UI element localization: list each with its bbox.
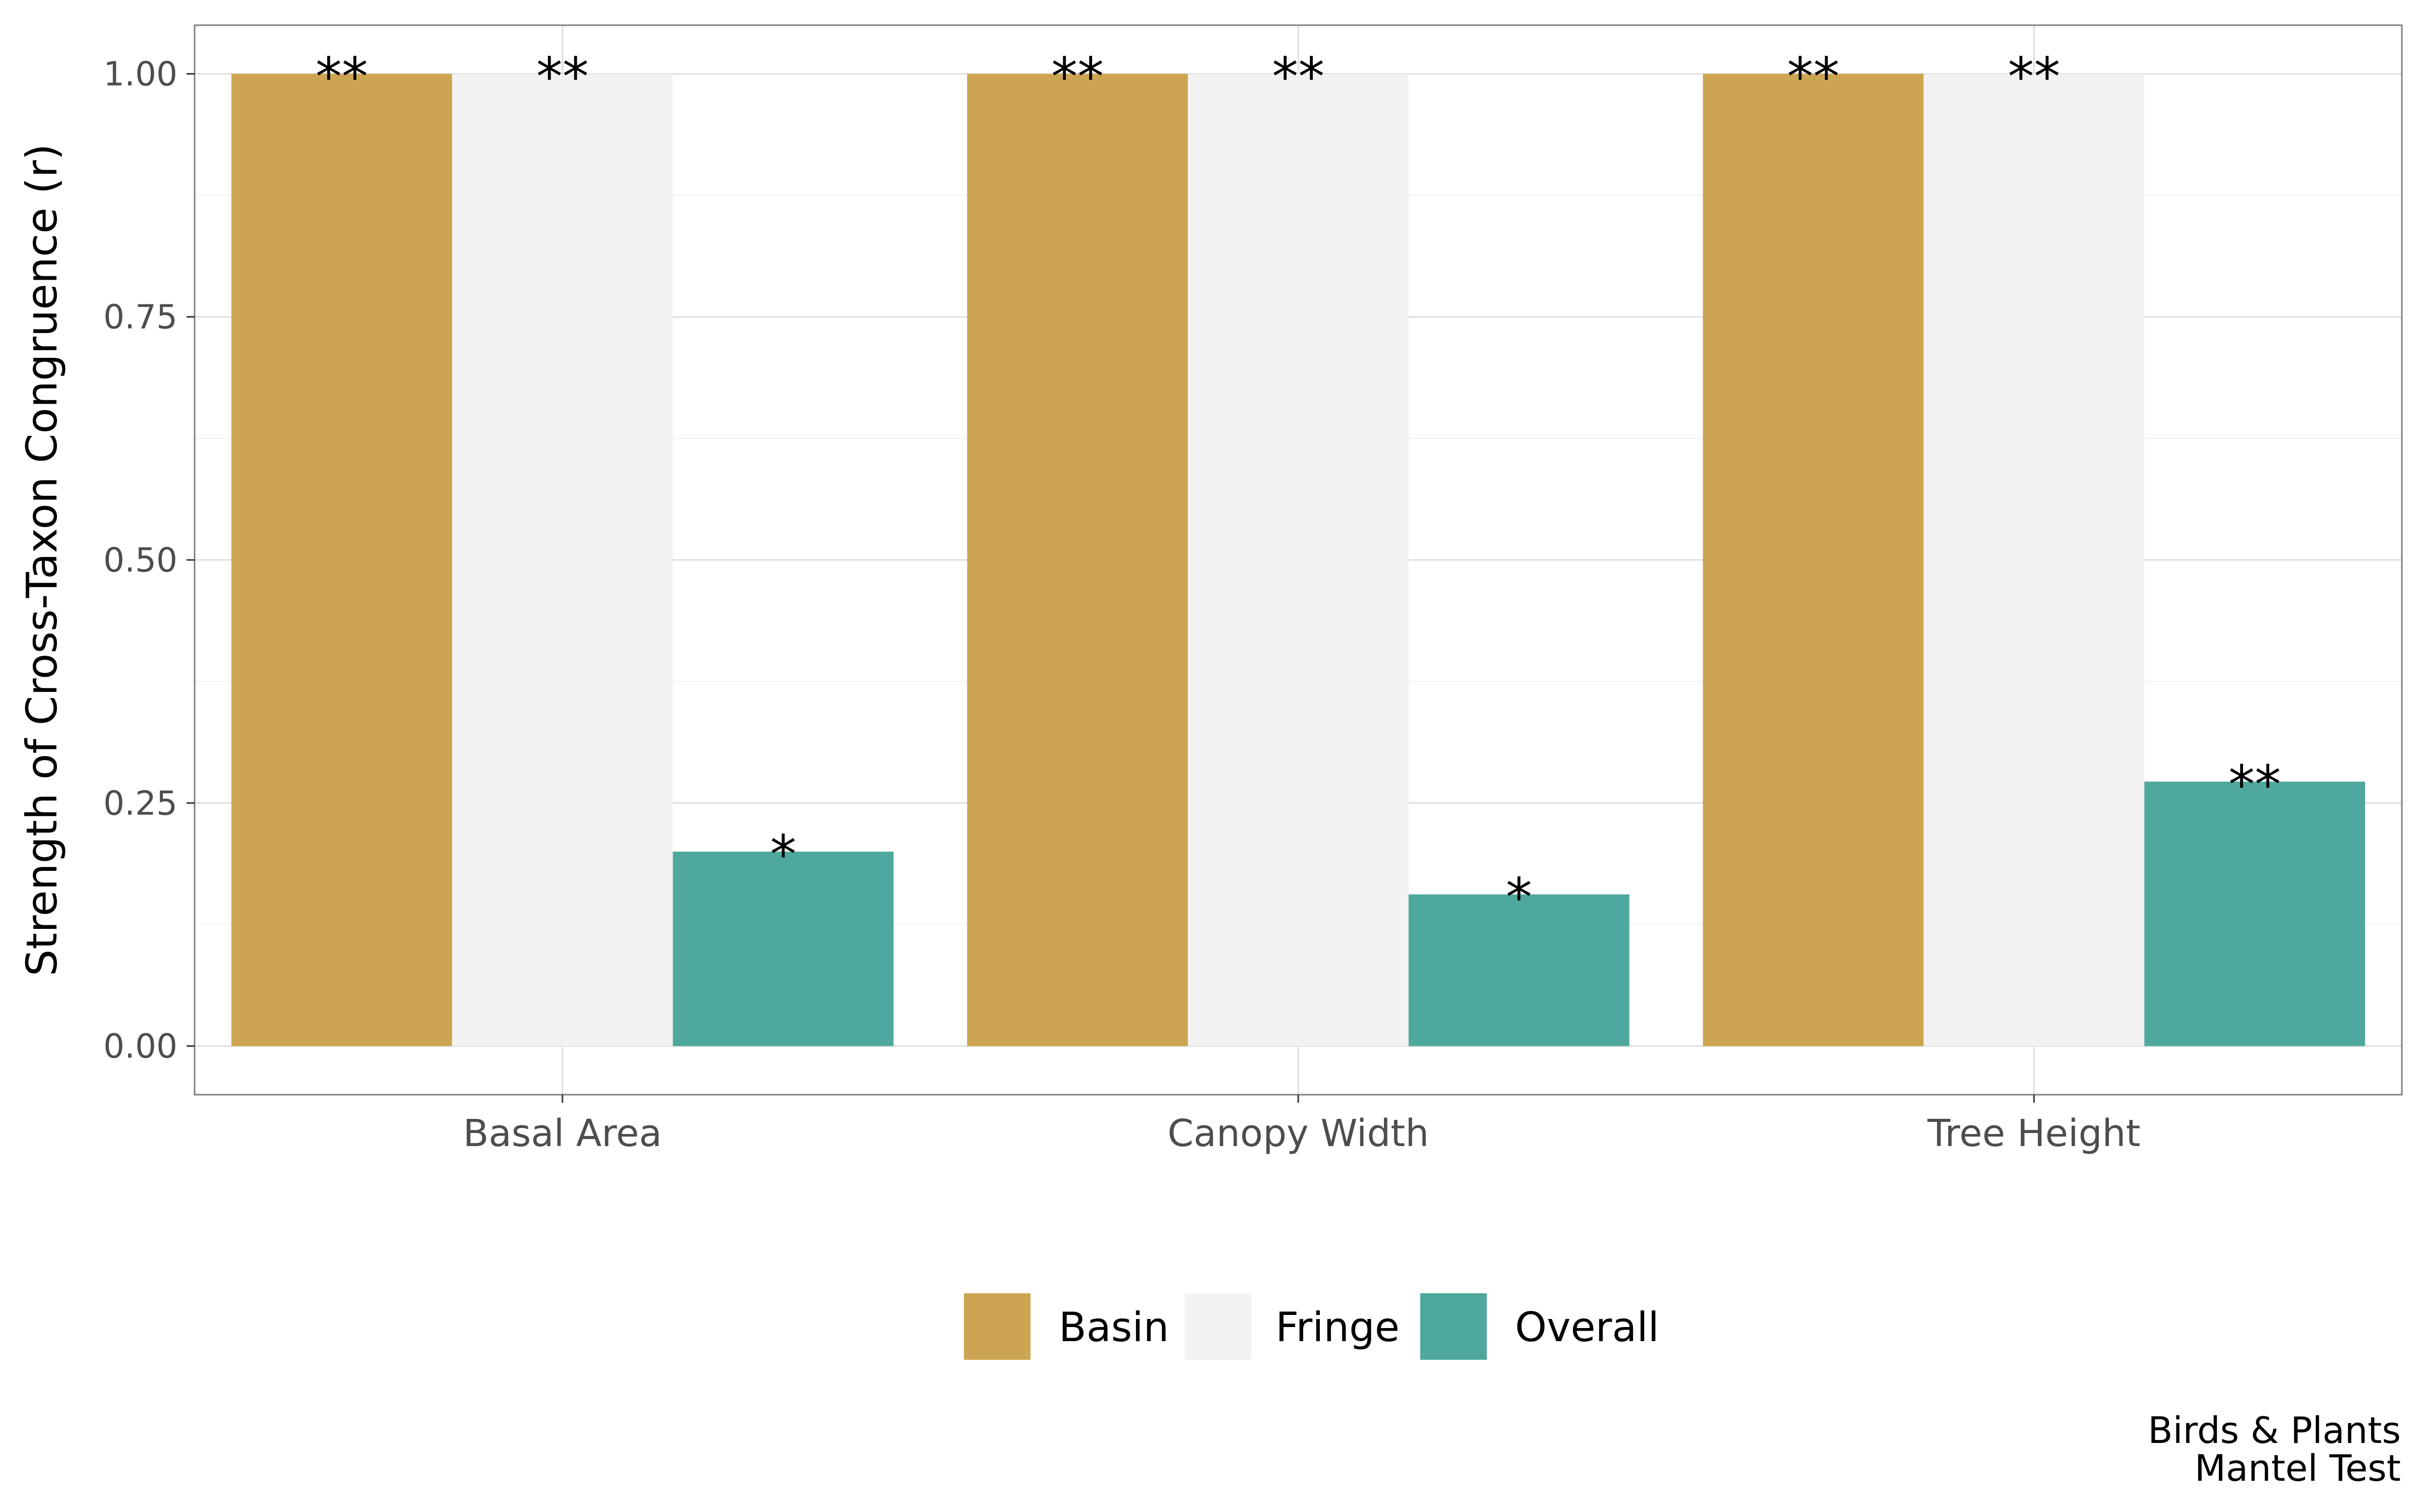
significance-label: * [770, 824, 796, 886]
significance-label: ** [1051, 46, 1104, 107]
significance-label: ** [316, 46, 368, 107]
x-axis: Basal Area Canopy Width Tree Height [463, 1095, 2140, 1155]
significance-label: ** [1272, 46, 1324, 107]
significance-labels: ** ** **** ** ****** [316, 46, 2281, 928]
bar-basin-basal-area [231, 74, 452, 1046]
significance-label: ** [2228, 754, 2281, 815]
significance-label: ** [536, 46, 589, 107]
y-tick-label: 0.75 [103, 298, 177, 337]
legend-label-overall: Overall [1515, 1304, 1659, 1351]
caption-line: Mantel Test [2195, 1447, 2401, 1489]
bar-fringe-basal-area [452, 74, 673, 1046]
y-axis-title: Strength of Cross-Taxon Congruence (r) [17, 144, 67, 976]
bar-basin-canopy-width [967, 74, 1188, 1046]
legend-label-basin: Basin [1059, 1304, 1169, 1351]
bar-fringe-tree-height [1923, 74, 2145, 1046]
y-tick-label: 0.00 [103, 1027, 177, 1066]
significance-label: * [1506, 867, 1532, 928]
significance-label: ** [2008, 46, 2060, 107]
x-tick-label: Canopy Width [1168, 1112, 1429, 1155]
bar-overall-tree-height [2144, 781, 2366, 1046]
legend: Basin Fringe Overall [964, 1293, 1659, 1360]
legend-swatch-overall [1420, 1293, 1487, 1360]
bar-fringe-canopy-width [1188, 74, 1409, 1046]
legend-swatch-basin [964, 1293, 1031, 1360]
significance-label: ** [1787, 46, 1840, 107]
legend-label-fringe: Fringe [1276, 1304, 1400, 1351]
bars [231, 74, 2366, 1046]
caption-line: Birds & Plants [2148, 1409, 2401, 1452]
y-tick-label: 1.00 [103, 54, 177, 93]
y-axis: 0.00 0.25 0.50 0.75 1.00 [103, 54, 195, 1066]
legend-swatch-fringe [1185, 1293, 1251, 1360]
bar-overall-canopy-width [1408, 894, 1629, 1046]
bar-overall-basal-area [673, 851, 894, 1046]
y-tick-label: 0.25 [103, 784, 177, 823]
bar-basin-tree-height [1703, 74, 1924, 1046]
x-tick-label: Basal Area [463, 1112, 661, 1155]
y-tick-label: 0.50 [103, 541, 177, 580]
x-tick-label: Tree Height [1927, 1112, 2140, 1155]
